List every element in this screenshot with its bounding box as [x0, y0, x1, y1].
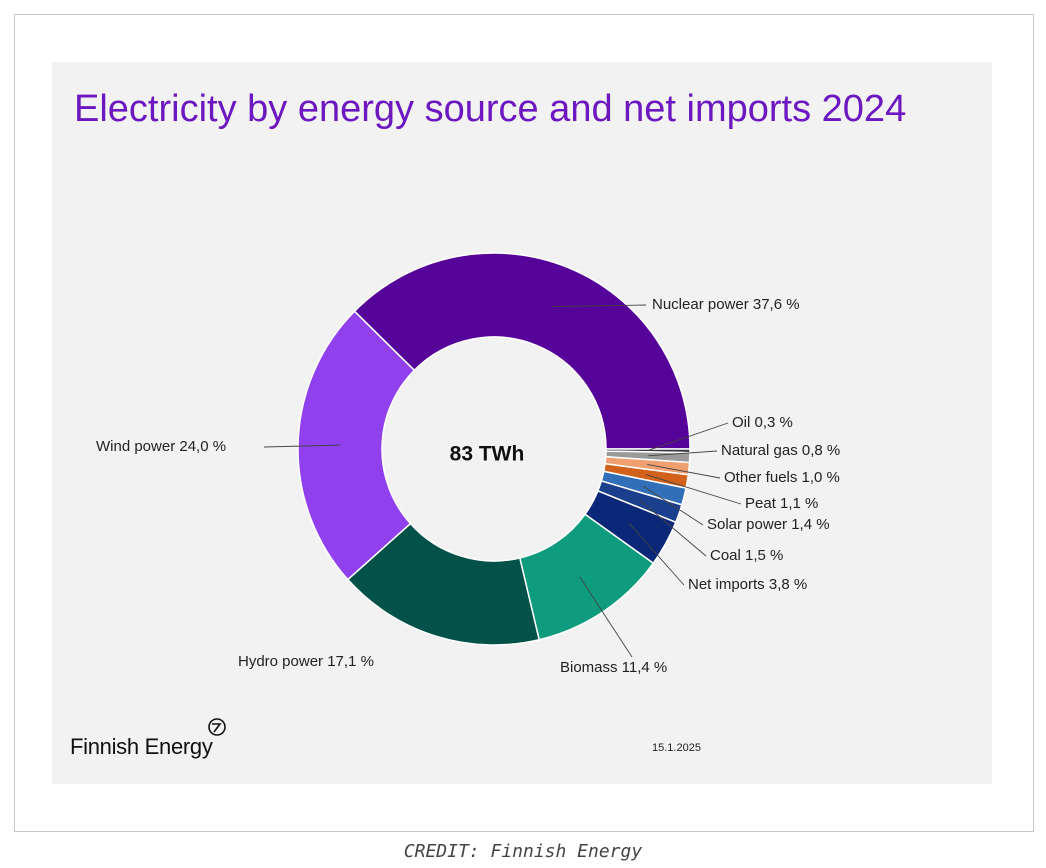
- leader-line-peat: [645, 474, 742, 505]
- donut-slices: [297, 252, 691, 646]
- slice-label-net-imports: Net imports 3,8 %: [688, 576, 807, 593]
- slice-nuclear-power: [353, 252, 691, 450]
- leader-line-other-fuels: [647, 464, 721, 479]
- slice-label-coal: Coal 1,5 %: [710, 547, 783, 564]
- slice-label-oil: Oil 0,3 %: [732, 414, 793, 431]
- image-credit: CREDIT: Finnish Energy: [403, 841, 643, 862]
- leader-line-nuclear-power: [552, 304, 647, 307]
- leader-line-coal: [639, 499, 707, 557]
- slice-label-peat: Peat 1,1 %: [745, 495, 818, 512]
- finnish-energy-logo: Finnish Energy: [70, 716, 240, 764]
- leader-line-wind-power: [263, 444, 341, 448]
- chart-slide: [52, 62, 992, 784]
- publication-date: 15.1.2025: [652, 742, 701, 754]
- chart-title: Electricity by energy source and net imp…: [74, 88, 907, 130]
- logo-text: Finnish Energy: [70, 734, 213, 759]
- slice-wind-power: [297, 310, 416, 581]
- slice-label-hydro-power: Hydro power 17,1 %: [238, 653, 374, 670]
- logo-mark-icon: [208, 718, 226, 736]
- slice-label-natural-gas: Natural gas 0,8 %: [721, 442, 840, 459]
- slice-label-solar-power: Solar power 1,4 %: [707, 516, 830, 533]
- leader-line-solar-power: [643, 485, 704, 526]
- leader-line-biomass: [579, 576, 633, 658]
- slice-label-biomass: Biomass 11,4 %: [560, 659, 667, 676]
- leader-lines: [263, 304, 742, 658]
- slice-label-other-fuels: Other fuels 1,0 %: [724, 469, 840, 486]
- leader-line-natural-gas: [647, 450, 718, 457]
- slice-hydro-power: [346, 522, 541, 646]
- center-total-label: 83 TWh: [450, 443, 525, 466]
- slice-label-nuclear-power: Nuclear power 37,6 %: [652, 296, 800, 313]
- slice-label-wind-power: Wind power 24,0 %: [96, 438, 226, 455]
- leader-line-oil: [647, 422, 729, 451]
- leader-line-net-imports: [628, 522, 685, 586]
- slice-labels: Nuclear power 37,6 % Oil 0,3 % Natural gas…: [96, 296, 840, 676]
